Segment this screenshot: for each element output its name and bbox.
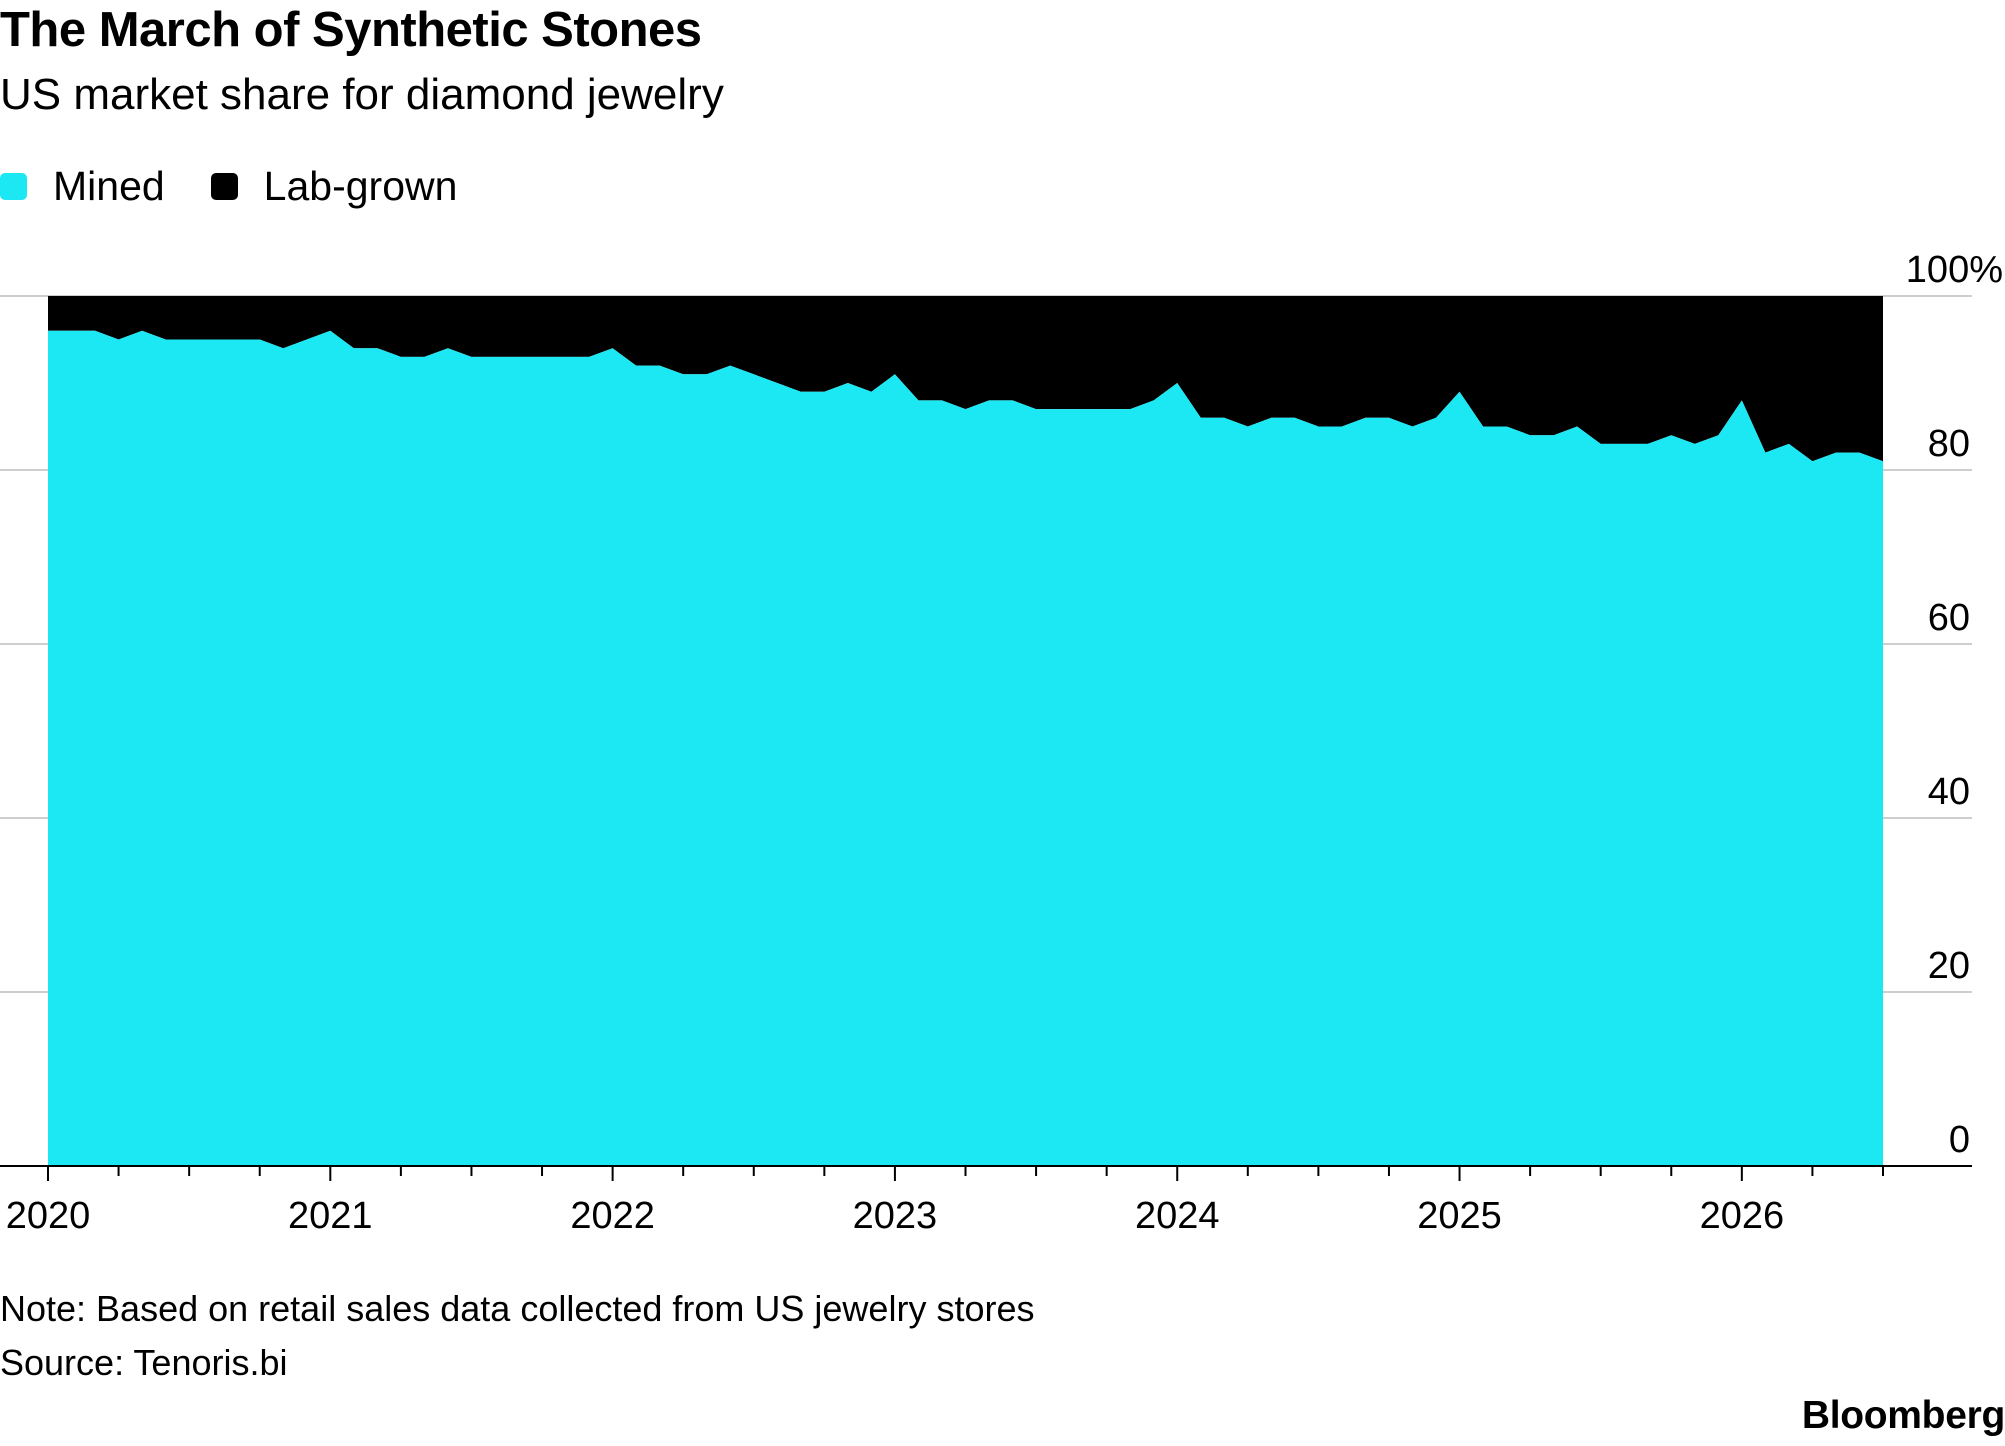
chart-note: Note: Based on retail sales data collect…	[0, 1288, 1035, 1329]
legend-item-lab-grown: Lab-grown	[210, 162, 458, 210]
legend-swatch-lab-grown	[210, 172, 238, 200]
y-tick-label-40: 40	[1928, 771, 1970, 813]
x-tick-label-2024: 2024	[1135, 1195, 1220, 1237]
series-area-lab-grown	[48, 296, 1883, 462]
x-tick-label-2023: 2023	[853, 1195, 938, 1237]
chart-title: The March of Synthetic Stones	[0, 3, 702, 57]
legend-label-mined: Mined	[53, 162, 165, 209]
chart-subtitle: US market share for diamond jewelry	[0, 70, 724, 119]
chart-source: Source: Tenoris.bi	[0, 1342, 288, 1383]
bloomberg-logo: Bloomberg	[1801, 1394, 2005, 1437]
legend: Mined Lab-grown	[0, 160, 503, 212]
x-tick-label-2022: 2022	[570, 1195, 655, 1237]
y-tick-label-20: 20	[1928, 945, 1970, 987]
y-tick-label-60: 60	[1928, 597, 1970, 639]
legend-label-lab-grown: Lab-grown	[263, 162, 458, 209]
y-tick-label-80: 80	[1928, 423, 1970, 465]
y-tick-label-100: 100%	[1906, 249, 2003, 291]
x-tick-label-2021: 2021	[288, 1195, 373, 1237]
legend-swatch-mined	[0, 172, 27, 200]
x-tick-label-2026: 2026	[1700, 1195, 1785, 1237]
x-tick-label-2025: 2025	[1417, 1195, 1502, 1237]
y-tick-label-0: 0	[1949, 1119, 1970, 1161]
series-area-mined	[48, 330, 1883, 1166]
legend-item-mined: Mined	[0, 163, 165, 210]
x-tick-label-2020: 2020	[6, 1195, 91, 1237]
